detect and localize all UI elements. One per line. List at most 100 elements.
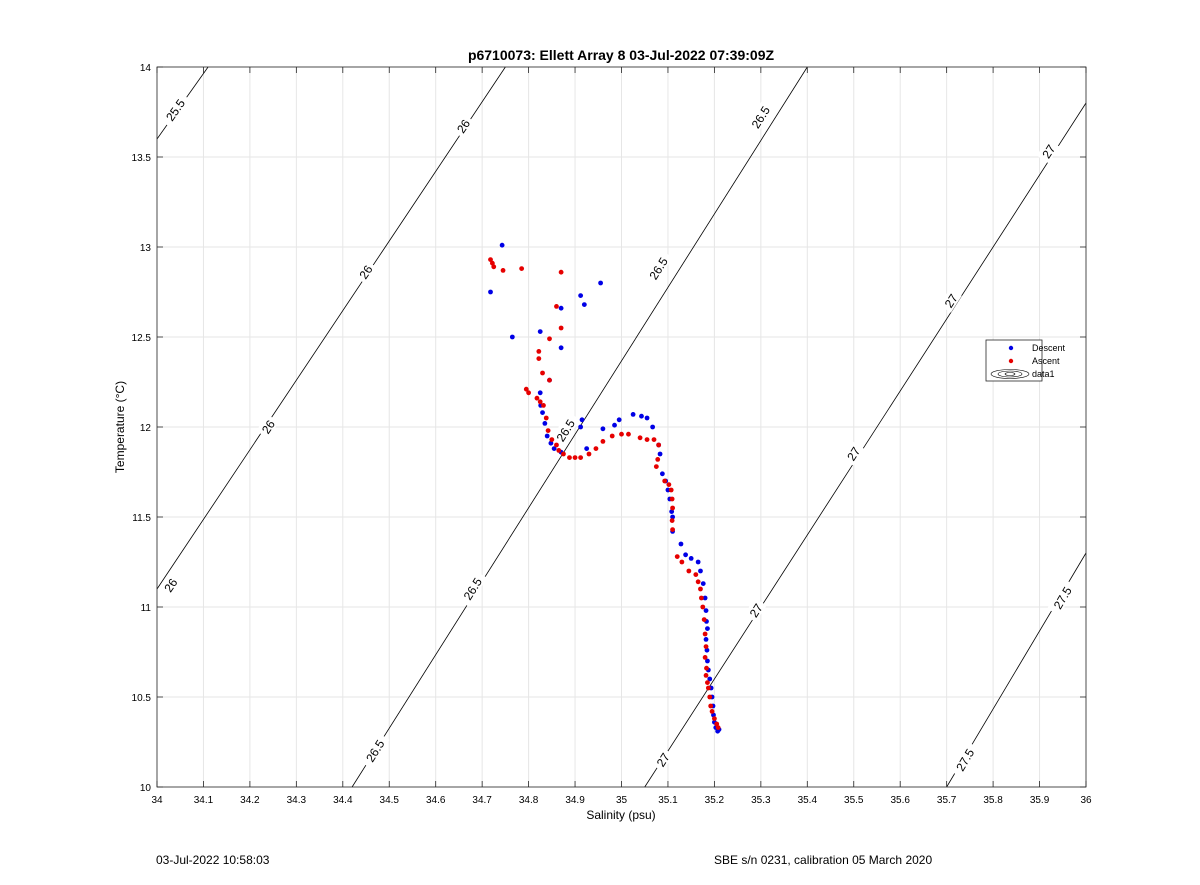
x-tick-label: 34.6 xyxy=(426,795,446,806)
descent-point xyxy=(558,345,564,351)
footer-timestamp: 03-Jul-2022 10:58:03 xyxy=(156,853,270,867)
x-tick-label: 34.4 xyxy=(333,795,353,806)
descent-point xyxy=(581,302,587,307)
ascent-point xyxy=(600,439,606,444)
descent-point xyxy=(711,712,716,718)
y-tick-label: 12 xyxy=(140,423,152,434)
ascent-point xyxy=(712,716,717,721)
ascent-point xyxy=(537,399,543,405)
contour-label-gap xyxy=(744,597,767,623)
x-tick-label: 35.9 xyxy=(1030,795,1050,806)
contour-label-gap xyxy=(359,732,390,769)
contour-label-gap xyxy=(451,113,475,139)
ascent-point xyxy=(534,395,540,401)
x-axis-label: Salinity (psu) xyxy=(586,808,655,822)
descent-point xyxy=(678,541,684,547)
ascent-point xyxy=(541,403,546,408)
legend-descent-marker xyxy=(1008,345,1014,351)
contour-label-gap xyxy=(745,98,776,135)
descent-point xyxy=(703,637,709,642)
x-tick-label: 35.2 xyxy=(705,795,725,806)
ascent-point xyxy=(668,487,674,493)
contour-label-gap xyxy=(353,259,377,284)
ascent-point xyxy=(653,464,659,469)
ascent-point xyxy=(655,457,661,462)
contour-label-gap xyxy=(256,414,280,439)
contour-label-gap xyxy=(158,572,182,598)
x-tick-label: 35.4 xyxy=(798,795,818,806)
ascent-point xyxy=(700,604,706,610)
y-tick-label: 14 xyxy=(140,63,152,74)
contour-label-gap xyxy=(949,741,980,778)
ascent-point xyxy=(702,655,708,660)
ascent-point xyxy=(491,264,497,270)
ascent-point xyxy=(693,572,699,577)
ascent-point xyxy=(488,257,493,262)
contour-label-gap xyxy=(939,288,962,313)
ascent-point xyxy=(705,680,710,685)
contour-label-gap xyxy=(841,441,865,466)
ascent-point xyxy=(708,703,714,709)
contour-label-gap xyxy=(651,747,674,772)
ascent-point xyxy=(609,433,615,439)
ascent-point xyxy=(637,435,643,441)
y-tick-label: 10.5 xyxy=(132,693,152,704)
ascent-point xyxy=(644,437,650,442)
descent-point xyxy=(600,426,606,432)
descent-point xyxy=(705,626,710,631)
ascent-point xyxy=(593,446,599,451)
legend-box xyxy=(985,339,1043,382)
x-tick-label: 34.5 xyxy=(380,795,400,806)
x-tick-label: 35.1 xyxy=(658,795,678,806)
ascent-point xyxy=(669,496,675,502)
descent-point xyxy=(669,509,675,514)
ascent-point xyxy=(523,386,529,392)
descent-point xyxy=(650,424,656,430)
legend-ascent-label: Ascent xyxy=(1032,356,1060,366)
y-tick-label: 12.5 xyxy=(132,333,152,344)
y-axis-ticks: 10 10.5 11 11.5 12 12.5 13 13.5 14 xyxy=(132,63,1086,794)
ascent-point xyxy=(702,631,708,637)
ascent-point xyxy=(578,455,584,460)
x-tick-label: 35.5 xyxy=(844,795,864,806)
ascent-point xyxy=(656,442,662,448)
footer-calibration: SBE s/n 0231, calibration 05 March 2020 xyxy=(714,853,933,867)
descent-point xyxy=(639,413,644,419)
ascent-point xyxy=(526,390,531,396)
descent-point xyxy=(499,242,505,248)
ascent-point xyxy=(536,349,542,354)
ascent-point xyxy=(545,428,551,433)
descent-point xyxy=(707,676,713,682)
descent-point xyxy=(598,280,603,286)
legend-contour-icon xyxy=(990,369,1030,379)
sigma-contour-line xyxy=(644,102,1087,788)
ascent-point xyxy=(701,617,707,622)
x-tick-label: 35.3 xyxy=(751,795,771,806)
contour-label-gap xyxy=(457,570,488,607)
ascent-point xyxy=(686,568,692,574)
ascent-point xyxy=(698,586,703,592)
ascent-point xyxy=(715,725,721,730)
ascent-point xyxy=(567,455,572,460)
descent-point xyxy=(698,568,703,574)
contour-label-gap xyxy=(1036,138,1060,164)
ascent-point xyxy=(670,505,675,511)
descent-point xyxy=(584,446,590,451)
ascent-point xyxy=(519,266,525,271)
ascent-point xyxy=(547,377,552,383)
x-tick-label: 34.7 xyxy=(472,795,492,806)
ascent-point xyxy=(572,455,578,460)
descent-point xyxy=(578,424,584,430)
x-axis-ticks: 34 34.1 34.2 34.3 34.4 34.5 34.6 34.7 34.8 34.9 35… xyxy=(151,67,1092,806)
descent-point xyxy=(702,595,708,601)
ascent-point xyxy=(540,370,545,376)
contour-label-gap xyxy=(159,91,191,128)
ascent-point xyxy=(679,559,685,565)
descent-point xyxy=(659,471,665,477)
y-tick-label: 13 xyxy=(140,243,152,254)
legend-ascent-marker xyxy=(1008,358,1014,364)
ascent-point xyxy=(707,694,713,700)
chart-title: p6710073: Ellett Array 8 03-Jul-2022 07:… xyxy=(468,47,775,63)
descent-point xyxy=(548,440,554,446)
